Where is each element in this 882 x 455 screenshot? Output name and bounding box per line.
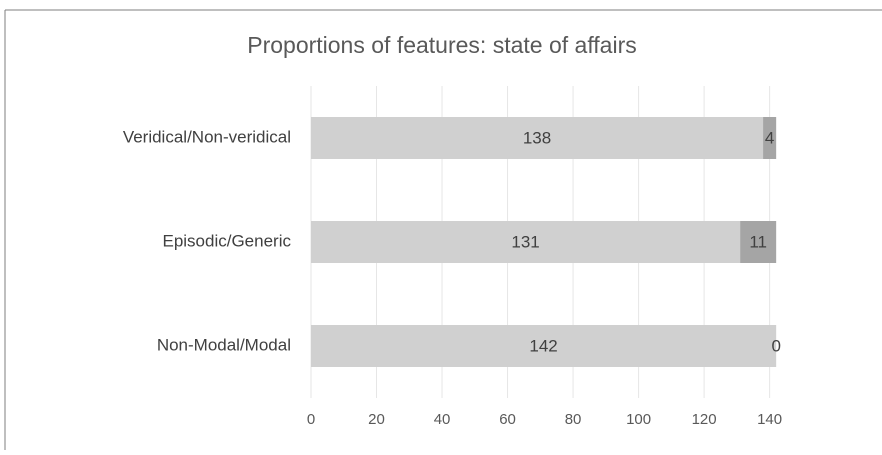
bar-segment — [311, 117, 764, 159]
data-label: 4 — [765, 128, 774, 147]
x-tick-label: 80 — [565, 411, 582, 428]
bar-segment — [740, 221, 777, 263]
category-label: Episodic/Generic — [162, 231, 291, 250]
x-tick-label: 100 — [626, 411, 651, 428]
category-label: Non-Modal/Modal — [157, 335, 291, 354]
x-tick-label: 0 — [307, 411, 315, 428]
x-tick-label: 60 — [499, 411, 516, 428]
category-label: Veridical/Non-veridical — [123, 127, 291, 146]
x-tick-label: 40 — [434, 411, 451, 428]
data-label: 11 — [749, 232, 767, 251]
x-tick-label: 20 — [368, 411, 385, 428]
bar-segment — [311, 221, 741, 263]
bar-segment — [311, 325, 777, 367]
x-tick-label: 120 — [692, 411, 717, 428]
x-tick-label: 140 — [757, 411, 782, 428]
data-label: 0 — [771, 336, 780, 355]
bar-segment — [763, 117, 777, 159]
data-label: 131 — [511, 232, 539, 251]
chart-title: Proportions of features: state of affair… — [247, 32, 637, 58]
data-label: 138 — [523, 128, 551, 147]
data-label: 142 — [529, 336, 557, 355]
